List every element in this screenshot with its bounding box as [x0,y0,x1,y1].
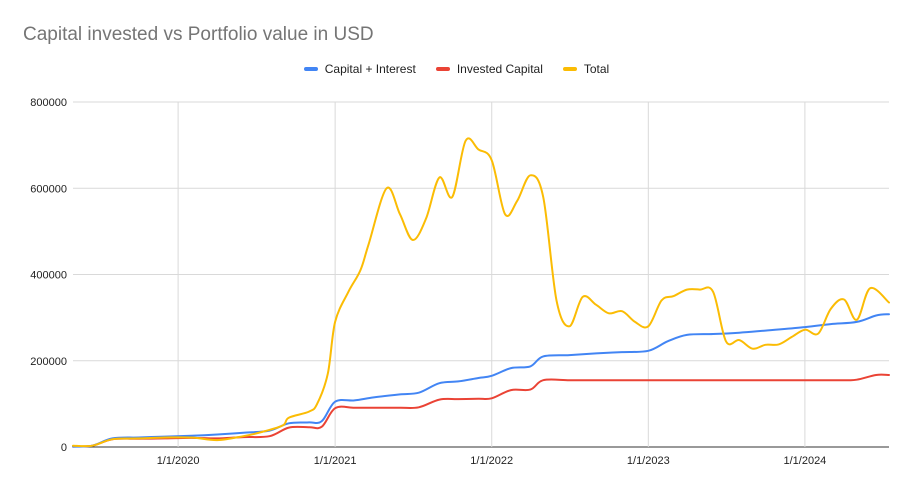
y-tick-label: 800000 [30,97,67,109]
chart-legend: Capital + Interest Invested Capital Tota… [0,62,913,76]
legend-swatch [435,67,450,71]
legend-label: Capital + Interest [324,62,416,76]
y-tick-label: 600000 [30,183,67,195]
chart-title: Capital invested vs Portfolio value in U… [23,24,374,45]
series-line-capital-interest-line [72,313,890,448]
series-lines [72,137,890,448]
x-tick-label: 1/1/2020 [157,455,200,467]
series-line-total-line [72,137,890,448]
axes: 0 200000 400000 600000 800000 1/1/2020 1/1/202… [30,97,826,467]
legend-item-total[interactable]: Total [562,62,610,76]
legend-swatch [303,67,318,71]
legend-item-capital-interest[interactable]: Capital + Interest [303,62,416,76]
y-tick-label: 400000 [30,270,67,282]
series-line-invested-capital-line [72,373,890,448]
x-tick-label: 1/1/2021 [314,455,357,467]
y-tick-label: 200000 [30,356,67,368]
legend-swatch [562,67,577,71]
legend-label: Total [583,62,610,76]
x-tick-label: 1/1/2022 [470,455,513,467]
y-tick-label: 0 [61,442,67,454]
legend-item-invested-capital[interactable]: Invested Capital [435,62,543,76]
legend-label: Invested Capital [456,62,543,76]
grid [73,101,889,448]
x-tick-label: 1/1/2024 [783,455,826,467]
x-tick-label: 1/1/2023 [627,455,670,467]
